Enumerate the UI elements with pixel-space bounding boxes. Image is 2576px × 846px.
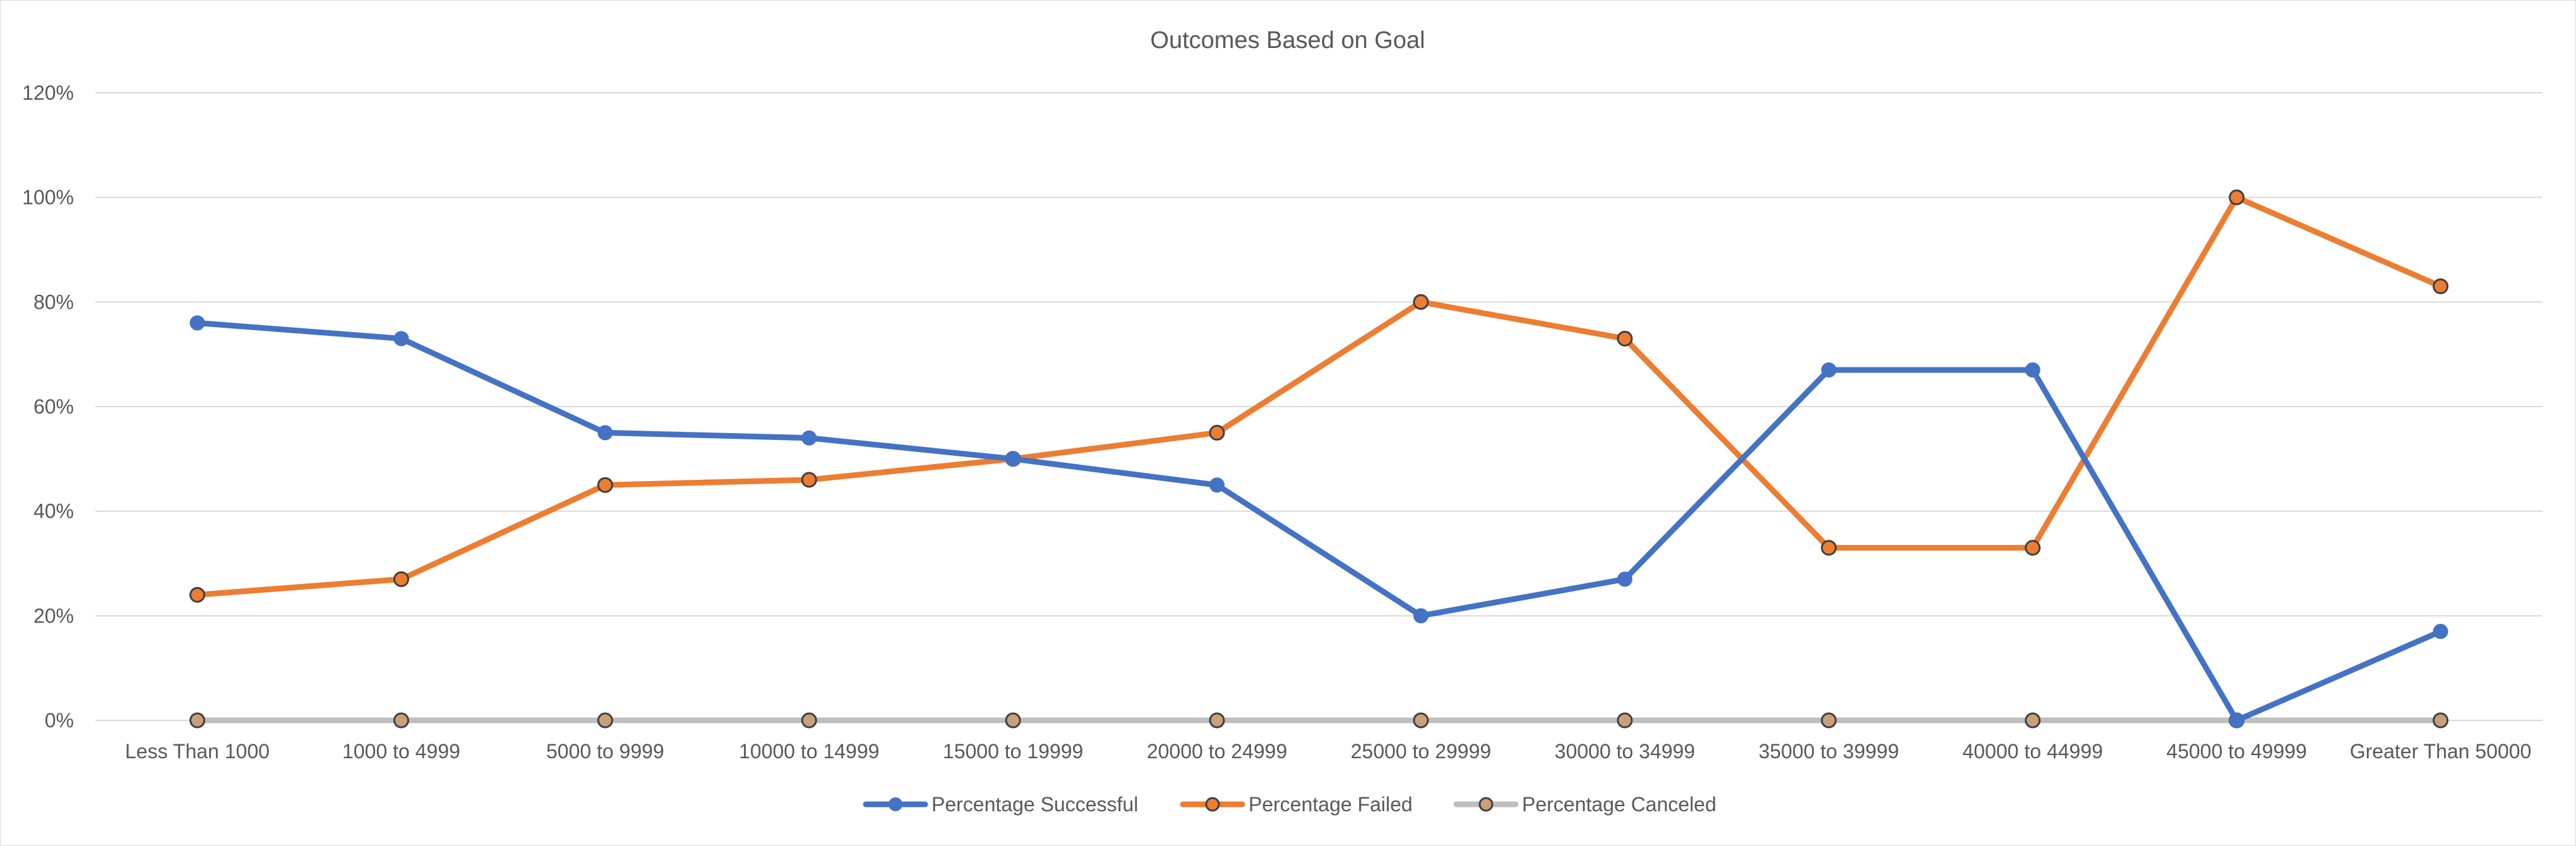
data-point (1209, 424, 1225, 441)
chart-title: Outcomes Based on Goal (1150, 27, 1425, 54)
data-point (2229, 713, 2244, 728)
data-point (1821, 540, 1837, 556)
data-point (189, 712, 205, 729)
y-axis-ticks: 0% 20% 40% 60% 80% 100% 120% (22, 81, 74, 732)
y-tick-label: 40% (33, 500, 74, 523)
data-point (189, 587, 205, 603)
y-tick-label: 80% (33, 290, 74, 313)
legend-marker (889, 797, 902, 811)
data-point (1821, 362, 1836, 378)
x-tick-label: 5000 to 9999 (546, 740, 664, 763)
data-point (1821, 712, 1837, 729)
x-tick-label: 25000 to 29999 (1351, 740, 1491, 763)
data-point (1413, 712, 1429, 729)
x-tick-label: 15000 to 19999 (943, 740, 1083, 763)
data-point (2433, 278, 2449, 294)
y-tick-label: 20% (33, 604, 74, 627)
data-point (2433, 624, 2448, 640)
gridlines (95, 92, 2543, 721)
x-tick-label: 20000 to 24999 (1147, 740, 1287, 763)
data-point (597, 425, 613, 441)
legend-marker (1205, 797, 1220, 812)
legend-item: Percentage Failed (1180, 793, 1413, 816)
series-percentage-canceled (189, 712, 2449, 729)
x-tick-label: 45000 to 49999 (2166, 740, 2306, 763)
legend-label: Percentage Successful (932, 793, 1138, 816)
x-tick-label: Greater Than 50000 (2350, 740, 2532, 763)
data-point (1209, 477, 1225, 493)
y-tick-label: 0% (45, 709, 74, 732)
data-point (2229, 189, 2245, 206)
series-layer (189, 189, 2449, 729)
data-point (2025, 362, 2040, 378)
data-point (1617, 712, 1633, 729)
data-point (1005, 712, 1021, 729)
legend: Percentage Successful Percentage Failed Pe… (863, 793, 1716, 816)
data-point (393, 331, 409, 347)
data-point (597, 712, 613, 729)
legend-label: Percentage Canceled (1522, 793, 1716, 816)
data-point (393, 571, 409, 587)
data-point (393, 712, 409, 729)
data-point (597, 477, 613, 493)
y-tick-label: 120% (22, 81, 74, 104)
y-tick-label: 100% (22, 186, 74, 209)
data-point (1413, 294, 1429, 310)
x-tick-label: 35000 to 39999 (1759, 740, 1899, 763)
data-point (2433, 712, 2449, 729)
data-point (1005, 451, 1021, 467)
series-line (194, 194, 2444, 598)
x-tick-label: 10000 to 14999 (739, 740, 879, 763)
data-point (2025, 712, 2041, 729)
x-tick-label: Less Than 1000 (125, 740, 270, 763)
y-tick-label: 60% (33, 395, 74, 418)
x-tick-label: 40000 to 44999 (1962, 740, 2102, 763)
data-point (1413, 608, 1429, 624)
data-point (801, 472, 817, 488)
x-tick-label: 30000 to 34999 (1555, 740, 1695, 763)
series-line (194, 319, 2444, 724)
legend-item: Percentage Canceled (1453, 793, 1716, 816)
data-point (1617, 571, 1632, 587)
data-point (189, 315, 205, 331)
data-point (801, 430, 817, 446)
data-point (1209, 712, 1225, 729)
data-point (2025, 540, 2041, 556)
legend-label: Percentage Failed (1249, 793, 1413, 816)
x-axis-ticks: Less Than 1000 1000 to 4999 5000 to 9999 10… (125, 740, 2531, 763)
legend-marker (1478, 797, 1494, 812)
legend-item: Percentage Successful (863, 793, 1138, 816)
x-tick-label: 1000 to 4999 (342, 740, 460, 763)
data-point (801, 712, 817, 729)
data-point (1617, 330, 1633, 347)
series-percentage-successful (189, 315, 2448, 728)
